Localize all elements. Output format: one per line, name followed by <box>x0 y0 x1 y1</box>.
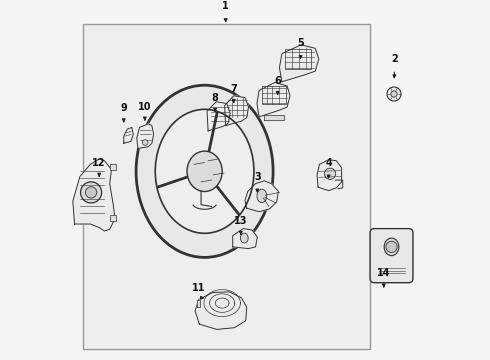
Bar <box>83 24 370 349</box>
FancyBboxPatch shape <box>370 229 413 283</box>
Circle shape <box>391 91 397 97</box>
Ellipse shape <box>187 151 222 192</box>
Text: 2: 2 <box>391 54 398 64</box>
Text: 8: 8 <box>212 93 219 103</box>
Ellipse shape <box>136 85 273 257</box>
Bar <box>110 164 116 170</box>
Polygon shape <box>257 82 290 117</box>
Text: 3: 3 <box>254 172 261 182</box>
Circle shape <box>80 182 101 203</box>
Text: 7: 7 <box>230 84 237 94</box>
Polygon shape <box>196 300 200 307</box>
Polygon shape <box>279 45 319 82</box>
Polygon shape <box>233 229 257 249</box>
Text: 10: 10 <box>138 102 151 112</box>
Polygon shape <box>195 292 247 329</box>
Circle shape <box>143 140 148 145</box>
Text: 6: 6 <box>274 76 281 86</box>
Text: 13: 13 <box>234 216 247 226</box>
Ellipse shape <box>155 109 254 233</box>
Circle shape <box>324 168 336 179</box>
Ellipse shape <box>257 189 267 203</box>
Text: 4: 4 <box>325 158 332 168</box>
Circle shape <box>85 187 97 198</box>
Circle shape <box>386 241 397 252</box>
Polygon shape <box>73 159 115 231</box>
Bar <box>110 215 116 221</box>
Polygon shape <box>224 96 248 126</box>
Polygon shape <box>245 181 278 212</box>
Polygon shape <box>264 115 284 120</box>
Ellipse shape <box>241 233 248 243</box>
Text: 1: 1 <box>222 1 229 12</box>
Bar <box>262 86 286 104</box>
Text: 14: 14 <box>377 269 391 279</box>
Ellipse shape <box>384 238 399 256</box>
Text: 5: 5 <box>297 38 304 48</box>
Bar <box>285 49 312 69</box>
Polygon shape <box>124 127 133 143</box>
Text: 11: 11 <box>192 283 205 293</box>
Polygon shape <box>207 102 230 131</box>
Polygon shape <box>137 124 154 148</box>
Text: 12: 12 <box>93 158 106 168</box>
Text: 9: 9 <box>121 103 127 113</box>
Circle shape <box>387 87 401 101</box>
Polygon shape <box>317 160 342 191</box>
